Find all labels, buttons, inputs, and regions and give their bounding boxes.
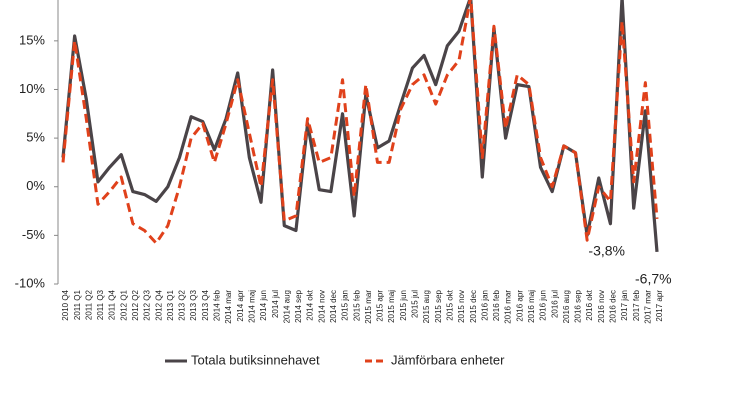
x-tick-label: 2011 Q4 (108, 289, 117, 320)
y-tick-label: 10% (19, 81, 45, 96)
x-tick-label: 2013 Q1 (166, 289, 175, 320)
series-line (61, 0, 659, 253)
y-tick-label: -10% (15, 275, 46, 290)
x-tick-label: 2014 apr (236, 290, 245, 322)
x-tick-label: 2016 jan (480, 290, 489, 321)
x-tick-label: 2016 apr (515, 290, 524, 322)
x-tick-label: 2014 nov (317, 290, 326, 323)
x-tick-label: 2011 Q1 (73, 289, 82, 320)
x-tick-label: 2015 sep (434, 289, 443, 322)
x-tick-label: 2015 feb (352, 289, 361, 321)
x-tick-label: 2014 maj (247, 290, 256, 323)
x-tick-label: 2017 mar (643, 290, 652, 324)
x-tick-label: 2014 okt (306, 289, 315, 320)
x-tick-label: 2016 okt (585, 289, 594, 320)
x-tick-label: 2013 Q4 (201, 289, 210, 320)
y-tick-label: 0% (26, 178, 45, 193)
x-tick-label: 2014 aug (282, 290, 291, 323)
plot-area (61, 0, 659, 253)
data-label: -6,7% (635, 271, 672, 287)
x-tick-label: 2012 Q2 (131, 289, 140, 320)
data-label: -3,8% (588, 242, 625, 258)
x-tick-label: 2015 jul (411, 290, 420, 318)
x-tick-label: 2014 dec (329, 290, 338, 323)
x-tick-label: 2016 sep (574, 289, 583, 322)
y-tick-label: 15% (19, 32, 45, 47)
x-tick-label: 2014 jul (271, 290, 280, 318)
legend-label: Totala butiksinnehavet (191, 352, 320, 367)
x-tick-label: 2017 apr (655, 290, 664, 322)
x-tick-label: 2015 apr (376, 290, 385, 322)
x-tick-label: 2016 nov (597, 290, 606, 323)
x-tick-label: 2012 Q4 (154, 289, 163, 320)
x-tick-label: 2013 Q2 (178, 289, 187, 320)
x-tick-label: 2016 maj (527, 290, 536, 323)
x-tick-label: 2015 jan (341, 290, 350, 321)
x-tick-label: 2015 jun (399, 290, 408, 321)
x-tick-label: 2013 Q3 (189, 289, 198, 320)
x-tick-label: 2012 Q1 (119, 289, 128, 320)
x-tick-label: 2015 nov (457, 290, 466, 323)
x-tick-label: 2011 Q2 (84, 289, 93, 320)
x-tick-label: 2015 maj (387, 290, 396, 323)
x-tick-label: 2014 jun (259, 290, 268, 321)
x-tick-label: 2015 aug (422, 290, 431, 323)
x-tick-label: 2016 feb (492, 289, 501, 321)
y-tick-label: 5% (26, 130, 45, 145)
series-line (61, 0, 659, 245)
x-tick-label: 2016 mar (504, 290, 513, 324)
legend-label: Jämförbara enheter (391, 352, 505, 367)
y-tick-label: -5% (22, 227, 46, 242)
x-tick-label: 2016 aug (562, 290, 571, 323)
x-tick-label: 2014 sep (294, 289, 303, 322)
x-tick-label: 2014 feb (213, 289, 222, 321)
x-tick-label: 2016 jun (539, 290, 548, 321)
x-tick-label: 2010 Q4 (61, 289, 70, 320)
x-tick-label: 2017 jan (620, 290, 629, 321)
x-tick-label: 2015 dec (469, 290, 478, 323)
x-tick-label: 2015 okt (445, 289, 454, 320)
x-tick-label: 2016 dec (609, 290, 618, 323)
x-tick-label: 2012 Q3 (143, 289, 152, 320)
x-tick-label: 2011 Q3 (96, 289, 105, 320)
x-tick-label: 2017 feb (632, 289, 641, 321)
x-tick-label: 2016 jul (550, 290, 559, 318)
x-tick-label: 2014 mar (224, 290, 233, 324)
x-tick-label: 2015 mar (364, 290, 373, 324)
